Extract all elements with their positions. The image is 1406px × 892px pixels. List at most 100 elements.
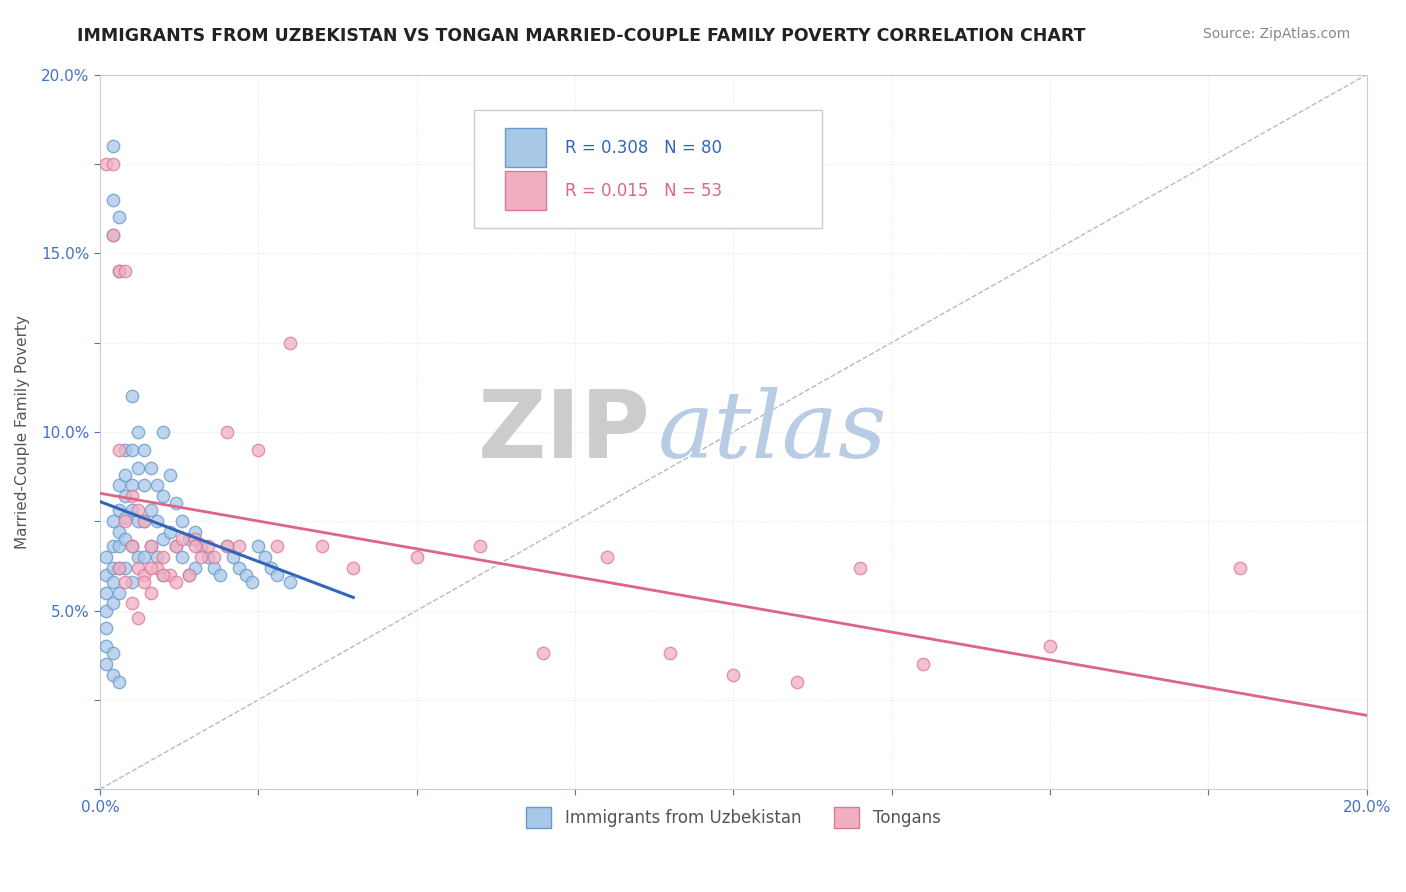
Point — [134, 574, 156, 589]
Point — [121, 503, 143, 517]
FancyBboxPatch shape — [505, 171, 546, 211]
Point — [405, 549, 427, 564]
Point — [531, 647, 554, 661]
Point — [121, 442, 143, 457]
Point — [912, 657, 935, 672]
Point — [152, 567, 174, 582]
Point — [184, 560, 207, 574]
Point — [121, 539, 143, 553]
Point — [121, 489, 143, 503]
Point — [152, 532, 174, 546]
Point — [108, 585, 131, 599]
Point — [197, 539, 219, 553]
Point — [215, 425, 238, 439]
Point — [172, 514, 194, 528]
Point — [215, 539, 238, 553]
Point — [159, 524, 181, 539]
Point — [134, 442, 156, 457]
Point — [101, 514, 124, 528]
Point — [134, 514, 156, 528]
Point — [108, 503, 131, 517]
Point — [139, 460, 162, 475]
Point — [146, 514, 169, 528]
Point — [146, 478, 169, 492]
Point — [247, 539, 270, 553]
FancyBboxPatch shape — [474, 111, 823, 228]
Text: R = 0.308   N = 80: R = 0.308 N = 80 — [565, 139, 721, 157]
Point — [311, 539, 333, 553]
Point — [96, 157, 118, 171]
Point — [152, 425, 174, 439]
Point — [127, 425, 149, 439]
Point — [172, 549, 194, 564]
Point — [96, 603, 118, 617]
Point — [1229, 560, 1251, 574]
Point — [127, 549, 149, 564]
Point — [159, 467, 181, 482]
Point — [127, 514, 149, 528]
Point — [197, 549, 219, 564]
Point — [108, 442, 131, 457]
Point — [202, 560, 225, 574]
Legend: Immigrants from Uzbekistan, Tongans: Immigrants from Uzbekistan, Tongans — [519, 801, 948, 835]
Point — [114, 560, 136, 574]
Point — [595, 549, 617, 564]
Point — [96, 567, 118, 582]
Point — [786, 675, 808, 690]
Point — [184, 524, 207, 539]
Point — [101, 539, 124, 553]
Point — [108, 539, 131, 553]
Point — [108, 675, 131, 690]
Point — [222, 549, 245, 564]
Point — [108, 560, 131, 574]
Point — [96, 549, 118, 564]
Point — [468, 539, 491, 553]
Point — [96, 585, 118, 599]
Point — [121, 389, 143, 403]
Point — [139, 539, 162, 553]
Point — [101, 228, 124, 243]
Point — [184, 532, 207, 546]
Point — [1039, 640, 1062, 654]
Point — [139, 503, 162, 517]
Point — [108, 478, 131, 492]
Point — [114, 574, 136, 589]
Point — [96, 621, 118, 635]
Point — [121, 574, 143, 589]
Point — [177, 532, 200, 546]
Point — [152, 567, 174, 582]
Point — [134, 478, 156, 492]
Point — [240, 574, 263, 589]
Point — [260, 560, 283, 574]
Point — [127, 610, 149, 624]
Point — [146, 549, 169, 564]
Y-axis label: Married-Couple Family Poverty: Married-Couple Family Poverty — [15, 315, 30, 549]
Point — [172, 532, 194, 546]
Text: IMMIGRANTS FROM UZBEKISTAN VS TONGAN MARRIED-COUPLE FAMILY POVERTY CORRELATION C: IMMIGRANTS FROM UZBEKISTAN VS TONGAN MAR… — [77, 27, 1085, 45]
Point — [121, 478, 143, 492]
Point — [114, 510, 136, 524]
Point — [114, 264, 136, 278]
Text: ZIP: ZIP — [478, 386, 651, 478]
Point — [253, 549, 276, 564]
Point — [114, 442, 136, 457]
Point — [209, 567, 232, 582]
Point — [114, 532, 136, 546]
Point — [266, 567, 288, 582]
Point — [108, 264, 131, 278]
Point — [108, 524, 131, 539]
Point — [114, 467, 136, 482]
Point — [101, 560, 124, 574]
Point — [134, 549, 156, 564]
Text: atlas: atlas — [658, 387, 887, 477]
Point — [121, 539, 143, 553]
Point — [723, 668, 745, 682]
Point — [278, 574, 301, 589]
Point — [108, 264, 131, 278]
Point — [235, 567, 257, 582]
FancyBboxPatch shape — [505, 128, 546, 168]
Point — [165, 539, 187, 553]
Point — [228, 539, 250, 553]
Point — [190, 539, 212, 553]
Point — [108, 211, 131, 225]
